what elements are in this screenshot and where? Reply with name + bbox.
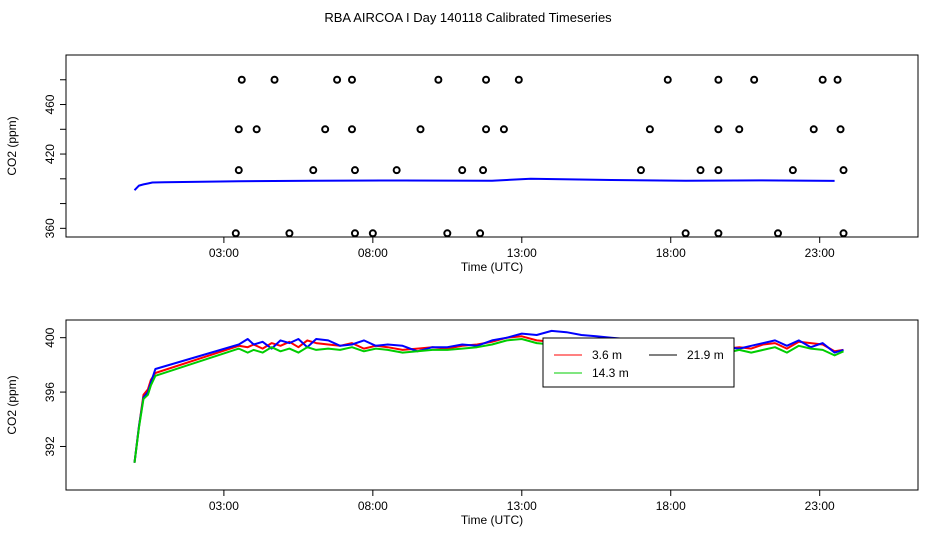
x-tick-label: 03:00	[209, 499, 239, 513]
series-group	[133, 177, 835, 191]
plot-frame	[65, 54, 919, 238]
scatter-point	[696, 166, 705, 175]
x-tick-label: 13:00	[507, 499, 537, 513]
scatter-point	[416, 125, 425, 134]
scatter-point	[839, 229, 848, 238]
scatter-point	[234, 166, 243, 175]
scatter-point	[234, 125, 243, 134]
scatter-point	[714, 166, 723, 175]
scatter-point	[350, 229, 359, 238]
scatter-point	[347, 75, 356, 84]
scatter-point	[252, 125, 261, 134]
scatter-point	[514, 75, 523, 84]
scatter-point	[663, 75, 672, 84]
x-tick-label: 08:00	[358, 246, 388, 260]
y-tick-label: 400	[43, 327, 57, 347]
panel-bottom-timeseries: 03:00 08:00 13:00 18:00 23:00 392 396 400 Time (…	[5, 319, 919, 527]
scatter-point	[443, 229, 452, 238]
legend-label: 3.6 m	[592, 348, 622, 362]
scatter-point	[350, 166, 359, 175]
y-tick-label: 396	[43, 382, 57, 402]
panel-top-timeseries: 03:00 08:00 13:00 18:00 23:00 360 420 460 Time (…	[5, 54, 919, 274]
scatter-point	[368, 229, 377, 238]
scatter-point	[482, 75, 491, 84]
scatter-point	[839, 166, 848, 175]
y-tick-label: 420	[43, 144, 57, 164]
scatter-point	[270, 75, 279, 84]
x-axis-label: Time (UTC)	[461, 260, 523, 274]
x-tick-label: 23:00	[805, 499, 835, 513]
scatter-point	[714, 75, 723, 84]
legend-box	[542, 337, 735, 388]
scatter-point	[231, 229, 240, 238]
scatter-point	[636, 166, 645, 175]
scatter-point	[434, 75, 443, 84]
y-tick-label: 392	[43, 436, 57, 456]
scatter-point	[735, 125, 744, 134]
scatter-point	[392, 166, 401, 175]
y-tick-label: 460	[43, 94, 57, 114]
y-axis-label: CO2 (ppm)	[5, 116, 19, 175]
series-group	[133, 329, 844, 463]
x-tick-label: 18:00	[656, 246, 686, 260]
x-tick-label: 03:00	[209, 246, 239, 260]
scatter-point	[476, 229, 485, 238]
figure-title: RBA AIRCOA I Day 140118 Calibrated Times…	[324, 10, 612, 25]
plot-frame	[65, 319, 919, 491]
y-tick-label: 360	[43, 218, 57, 238]
scatter-point	[809, 125, 818, 134]
x-axis-label: Time (UTC)	[461, 513, 523, 527]
x-tick-label: 13:00	[507, 246, 537, 260]
scatter-point	[321, 125, 330, 134]
scatter-point	[285, 229, 294, 238]
scatter-point	[237, 75, 246, 84]
scatter-point	[309, 166, 318, 175]
scatter-point	[347, 125, 356, 134]
series-line-36m	[133, 335, 844, 463]
scatter-point	[833, 75, 842, 84]
legend-label: 14.3 m	[592, 366, 629, 380]
y-axis-label: CO2 (ppm)	[5, 375, 19, 434]
series-line-0	[133, 177, 835, 191]
scatter-point	[836, 125, 845, 134]
scatter-point	[818, 75, 827, 84]
scatter-point	[645, 125, 654, 134]
x-tick-label: 08:00	[358, 499, 388, 513]
series-line-143m	[133, 338, 844, 463]
scatter-point	[482, 125, 491, 134]
legend: 3.6 m 21.9 m 14.3 m	[542, 337, 735, 388]
x-tick-label: 23:00	[805, 246, 835, 260]
legend-label: 21.9 m	[687, 348, 724, 362]
scatter-point	[479, 166, 488, 175]
scatter-point	[714, 229, 723, 238]
scatter-point	[773, 229, 782, 238]
scatter-point	[499, 125, 508, 134]
x-tick-label: 18:00	[656, 499, 686, 513]
scatter-point	[458, 166, 467, 175]
scatter-point	[788, 166, 797, 175]
scatter-point	[681, 229, 690, 238]
scatter-point	[750, 75, 759, 84]
scatter-point	[714, 125, 723, 134]
scatter-point	[333, 75, 342, 84]
